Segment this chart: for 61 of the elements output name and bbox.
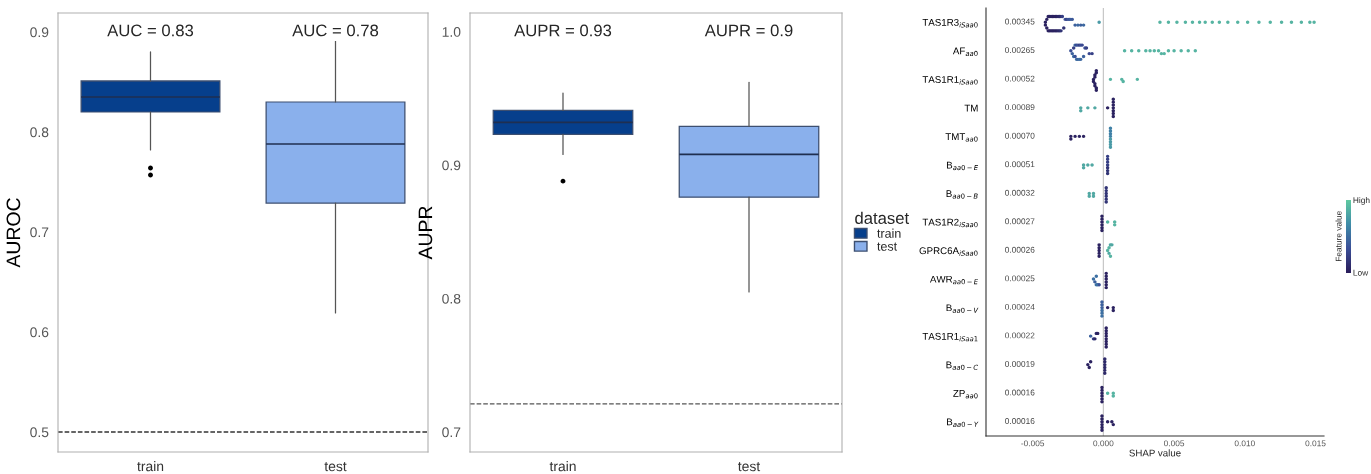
y-tick-label: 0.7 bbox=[30, 227, 49, 238]
annotation: 0.00032 bbox=[1005, 189, 1035, 196]
y-tick-label: 0.9 bbox=[442, 160, 461, 171]
y-tick-label: TAS1R2$_{iSaa0}$ bbox=[922, 218, 978, 228]
x-tick-label: 0.005 bbox=[1163, 440, 1185, 447]
annotation: AUPR = 0.9 bbox=[704, 24, 793, 37]
y-tick-label: 0.8 bbox=[30, 127, 49, 138]
annotation: 0.00026 bbox=[1005, 246, 1035, 253]
annotation: 0.00022 bbox=[1005, 332, 1035, 339]
annotation: 0.00070 bbox=[1005, 132, 1035, 139]
annotation: 0.00025 bbox=[1005, 275, 1035, 282]
annotation: 0.00016 bbox=[1005, 389, 1035, 396]
color-bar-label: Low bbox=[1353, 269, 1369, 276]
x-tick-label: train bbox=[549, 461, 576, 472]
x-tick-label: 0.010 bbox=[1234, 440, 1255, 447]
y-tick-label: B$_{aa0−C}$ bbox=[946, 361, 979, 370]
annotation: AUC = 0.78 bbox=[292, 24, 379, 37]
x-tick-label: train bbox=[137, 461, 164, 472]
legend-title: dataset bbox=[855, 211, 910, 225]
annotation: 0.00024 bbox=[1005, 303, 1035, 310]
y-tick-label: TAS1R1$_{iSaa1}$ bbox=[922, 332, 978, 342]
y-tick-label: 0.6 bbox=[30, 327, 49, 338]
annotation: 0.00265 bbox=[1005, 47, 1035, 54]
y-tick-label: 0.9 bbox=[30, 27, 49, 38]
y-tick-label: 1.0 bbox=[442, 27, 461, 37]
x-tick-label: 0.015 bbox=[1305, 440, 1326, 447]
annotation: 0.00051 bbox=[1005, 161, 1035, 168]
legend-label: test bbox=[877, 242, 898, 251]
y-tick-label: ZP$_{aa0}$ bbox=[953, 390, 978, 399]
color-bar-label: High bbox=[1353, 197, 1370, 205]
y-tick-label: B$_{aa0−E}$ bbox=[946, 161, 979, 171]
annotation: AUC = 0.83 bbox=[107, 24, 194, 37]
x-tick-label: test bbox=[738, 462, 761, 472]
y-tick-label: TAS1R1$_{iSaa0}$ bbox=[922, 76, 978, 85]
y-tick-label: AWR$_{aa0−E}$ bbox=[929, 275, 979, 285]
x-tick-label: test bbox=[324, 462, 347, 472]
y-tick-label: B$_{aa0−V}$ bbox=[946, 304, 979, 313]
annotation: AUPR = 0.93 bbox=[514, 24, 612, 37]
color-bar-title: Feature value bbox=[1335, 211, 1342, 262]
annotation: 0.00345 bbox=[1005, 18, 1035, 25]
y-tick-label: 0.7 bbox=[442, 427, 461, 438]
x-axis-title: SHAP value bbox=[1129, 449, 1181, 457]
y-tick-label: B$_{aa0−B}$ bbox=[946, 190, 978, 199]
y-tick-label: 0.8 bbox=[442, 293, 461, 304]
y-tick-label: 0.5 bbox=[30, 427, 49, 438]
annotation: 0.00019 bbox=[1005, 361, 1035, 367]
annotation: 0.00027 bbox=[1005, 218, 1035, 225]
y-tick-label: B$_{aa0−Y}$ bbox=[947, 418, 979, 427]
y-tick-label: TMT$_{aa0}$ bbox=[945, 133, 978, 142]
y-tick-label: AF$_{aa0}$ bbox=[952, 47, 978, 56]
y-tick-label: GPRC6A$_{iSaa0}$ bbox=[919, 247, 978, 256]
y-axis-title: AUPR bbox=[418, 206, 433, 260]
annotation: 0.00016 bbox=[1005, 418, 1035, 424]
y-tick-label: TAS1R3$_{iSaa0}$ bbox=[922, 18, 978, 28]
legend-label: train bbox=[877, 228, 901, 238]
y-tick-label: TM bbox=[964, 104, 978, 112]
y-axis-title: AUROC bbox=[6, 198, 21, 268]
annotation: 0.00089 bbox=[1005, 104, 1035, 111]
x-tick-label: -0.005 bbox=[1021, 440, 1045, 447]
x-tick-label: 0.000 bbox=[1093, 440, 1114, 447]
annotation: 0.00052 bbox=[1005, 75, 1035, 82]
